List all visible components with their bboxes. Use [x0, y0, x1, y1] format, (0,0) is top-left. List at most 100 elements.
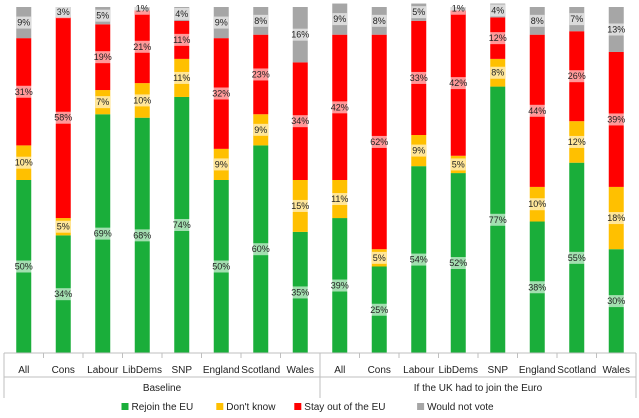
legend-swatch-don-t-know [216, 403, 224, 410]
data-label-rejoin-the-eu-6: 60% [252, 244, 270, 254]
data-label-bg-rejoin-the-eu-7 [290, 286, 311, 299]
data-label-bg-rejoin-the-eu-1 [53, 288, 74, 301]
data-label-rejoin-the-eu-11: 52% [449, 258, 467, 268]
group-labels-layer: Baseline If the UK had to join the Euro [143, 383, 543, 394]
data-label-bg-don-t-know-7 [290, 199, 311, 212]
data-label-bg-don-t-know-9 [371, 251, 387, 264]
data-label-would-not-vote-12: 4% [491, 5, 504, 15]
axes-layer [3, 352, 637, 398]
data-label-rejoin-the-eu-9: 25% [370, 305, 388, 315]
data-label-bg-would-not-vote-15 [606, 23, 627, 36]
data-label-would-not-vote-3: 1% [136, 4, 149, 14]
data-label-rejoin-the-eu-3: 68% [133, 230, 151, 240]
data-label-would-not-vote-6: 8% [254, 16, 267, 26]
category-labels-layer: All Cons Labour LibDems SNP England Scotland Wa… [18, 365, 630, 376]
data-label-bg-would-not-vote-5 [213, 16, 229, 29]
data-label-bg-stay-out-of-the-eu-0 [13, 85, 34, 98]
category-label-4: SNP [171, 365, 192, 376]
data-label-stay-out-of-the-eu-2: 19% [94, 52, 112, 62]
data-label-bg-would-not-vote-3 [134, 2, 150, 15]
data-label-bg-rejoin-the-eu-0 [13, 260, 34, 273]
data-label-stay-out-of-the-eu-0: 31% [15, 87, 33, 97]
data-label-don-t-know-1: 5% [57, 222, 70, 232]
data-label-bg-would-not-vote-10 [411, 6, 427, 19]
data-label-bg-don-t-know-12 [490, 66, 506, 79]
data-label-would-not-vote-15: 13% [607, 24, 625, 34]
data-label-don-t-know-5: 9% [215, 159, 228, 169]
data-label-rejoin-the-eu-2: 69% [94, 229, 112, 239]
data-label-rejoin-the-eu-0: 50% [15, 262, 33, 272]
data-label-bg-stay-out-of-the-eu-12 [487, 32, 508, 45]
category-label-7: Wales [287, 365, 314, 376]
data-label-would-not-vote-7: 16% [291, 30, 309, 40]
legend-label-rejoin-the-eu: Rejoin the EU [132, 402, 194, 413]
data-label-rejoin-the-eu-5: 50% [212, 262, 230, 272]
data-label-bg-don-t-know-1 [55, 220, 71, 233]
data-label-stay-out-of-the-eu-15: 39% [607, 114, 625, 124]
data-label-bg-rejoin-the-eu-2 [92, 227, 113, 240]
legend-swatch-stay-out-of-the-eu [294, 403, 302, 410]
category-label-14: Scotland [557, 365, 596, 376]
data-label-stay-out-of-the-eu-10: 33% [410, 73, 428, 83]
data-label-bg-would-not-vote-11 [450, 2, 466, 15]
data-label-don-t-know-0: 10% [15, 158, 33, 168]
data-label-stay-out-of-the-eu-9: 62% [370, 137, 388, 147]
bars-layer [16, 3, 624, 354]
data-label-bg-would-not-vote-9 [371, 14, 387, 27]
data-label-bg-stay-out-of-the-eu-3 [132, 40, 153, 53]
data-label-would-not-vote-4: 4% [175, 9, 188, 19]
data-label-would-not-vote-13: 8% [531, 16, 544, 26]
data-label-bg-would-not-vote-14 [569, 13, 585, 26]
group-label-baseline: Baseline [143, 383, 182, 394]
category-label-11: LibDems [439, 365, 478, 376]
data-label-bg-stay-out-of-the-eu-6 [250, 68, 271, 81]
data-label-bg-stay-out-of-the-eu-13 [527, 104, 548, 117]
data-label-bg-rejoin-the-eu-3 [132, 229, 153, 242]
data-label-don-t-know-14: 12% [568, 137, 586, 147]
data-label-stay-out-of-the-eu-3: 21% [133, 42, 151, 52]
legend-swatch-rejoin-the-eu [121, 403, 129, 410]
data-label-would-not-vote-2: 5% [96, 11, 109, 21]
data-label-bg-rejoin-the-eu-10 [408, 253, 429, 266]
data-label-would-not-vote-5: 9% [215, 18, 228, 28]
data-label-stay-out-of-the-eu-5: 32% [212, 89, 230, 99]
data-label-would-not-vote-9: 8% [373, 16, 386, 26]
data-label-bg-stay-out-of-the-eu-14 [566, 70, 587, 83]
data-label-bg-stay-out-of-the-eu-15 [606, 113, 627, 126]
data-label-bg-rejoin-the-eu-6 [250, 243, 271, 256]
data-label-rejoin-the-eu-14: 55% [568, 253, 586, 263]
data-label-don-t-know-3: 10% [133, 95, 151, 105]
legend-label-don-t-know: Don't know [226, 402, 276, 413]
data-label-don-t-know-9: 5% [373, 253, 386, 263]
data-label-bg-would-not-vote-8 [332, 13, 348, 26]
data-label-bg-would-not-vote-7 [290, 28, 311, 41]
data-label-bg-don-t-know-3 [132, 94, 153, 107]
data-label-bg-rejoin-the-eu-15 [606, 295, 627, 308]
data-label-don-t-know-7: 15% [291, 201, 309, 211]
data-label-bg-would-not-vote-13 [529, 14, 545, 27]
data-label-would-not-vote-8: 9% [333, 14, 346, 24]
data-label-bg-stay-out-of-the-eu-4 [171, 33, 192, 46]
group-label-if-the-uk-had-to-join-the-euro: If the UK had to join the Euro [414, 383, 543, 394]
data-label-don-t-know-8: 11% [331, 194, 348, 204]
data-label-don-t-know-15: 18% [607, 213, 625, 223]
data-label-don-t-know-10: 9% [412, 146, 425, 156]
data-label-stay-out-of-the-eu-12: 12% [489, 33, 507, 43]
data-labels-layer: 50% 10% 31% 9% 34% 5% 58% 3% 69% 7% 19% 5% 68% 10% 21%… [13, 2, 627, 316]
data-label-don-t-know-4: 11% [173, 73, 190, 83]
data-label-stay-out-of-the-eu-7: 34% [291, 116, 309, 126]
data-label-bg-would-not-vote-1 [55, 6, 71, 19]
category-label-15: Wales [603, 365, 630, 376]
data-label-bg-don-t-know-13 [527, 198, 548, 211]
legend-label-stay-out-of-the-eu: Stay out of the EU [304, 402, 385, 413]
data-label-rejoin-the-eu-1: 34% [54, 289, 72, 299]
data-label-bg-stay-out-of-the-eu-8 [329, 101, 350, 114]
data-label-bg-stay-out-of-the-eu-7 [290, 115, 311, 128]
data-label-don-t-know-12: 8% [491, 68, 504, 78]
category-label-6: Scotland [241, 365, 280, 376]
data-label-don-t-know-11: 5% [452, 159, 465, 169]
data-label-bg-rejoin-the-eu-4 [171, 218, 192, 231]
data-label-bg-don-t-know-8 [329, 193, 350, 206]
data-label-stay-out-of-the-eu-13: 44% [528, 106, 546, 116]
